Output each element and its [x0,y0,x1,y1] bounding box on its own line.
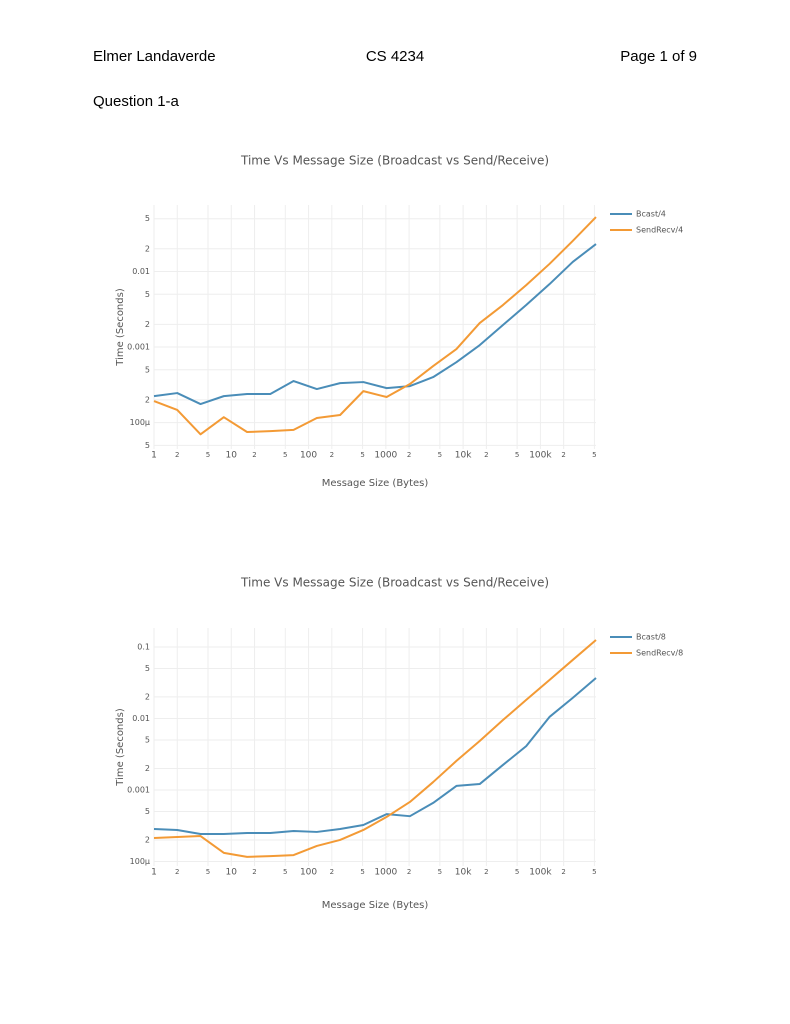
y-tick-label: 0.001 [127,785,150,794]
x-tick-label: 2 [561,451,565,459]
y-tick-label: 2 [145,835,150,844]
section-title: Question 1-a [93,93,179,110]
legend-label: SendRecv/8 [636,649,683,658]
y-tick-label: 2 [145,244,150,253]
x-axis-label: Message Size (Bytes) [322,900,429,911]
x-tick-label: 5 [515,451,519,459]
y-tick-label: 5 [145,290,150,299]
legend-label: Bcast/4 [636,210,666,219]
y-tick-label: 0.001 [127,343,150,352]
y-tick-label: 0.01 [132,267,150,276]
x-tick-label: 5 [360,451,364,459]
x-tick-label: 5 [592,868,596,876]
x-tick-label: 2 [561,868,565,876]
x-tick-label: 1000 [374,868,397,878]
x-tick-label: 5 [283,451,287,459]
y-tick-label: 2 [145,764,150,773]
header-right: Page 1 of 9 [620,48,697,65]
y-axis-label: Time (Seconds) [115,288,126,367]
series-line [153,677,597,836]
x-tick-label: 2 [484,868,488,876]
y-axis-label: Time (Seconds) [115,708,126,787]
x-tick-label: 2 [330,868,334,876]
x-tick-label: 2 [407,868,411,876]
y-tick-label: 5 [145,214,150,223]
x-tick-label: 2 [252,451,256,459]
x-tick-label: 5 [592,451,596,459]
x-tick-label: 5 [515,868,519,876]
series-line [153,216,597,436]
chart-title: Time Vs Message Size (Broadcast vs Send/… [240,576,549,590]
x-tick-label: 1 [151,451,157,461]
x-tick-label: 2 [252,868,256,876]
y-tick-label: 100μ [130,418,150,427]
x-axis-label: Message Size (Bytes) [322,478,429,489]
x-tick-label: 1000 [374,451,397,461]
y-tick-label: 5 [145,365,150,374]
series-line [153,243,597,406]
x-tick-label: 5 [438,451,442,459]
x-tick-label: 5 [206,451,210,459]
x-tick-label: 10k [455,868,472,878]
x-tick-label: 2 [407,451,411,459]
y-tick-label: 5 [145,441,150,450]
x-tick-label: 5 [438,868,442,876]
y-tick-label: 2 [145,395,150,404]
y-tick-label: 0.1 [137,642,150,651]
x-tick-label: 10 [226,451,238,461]
x-tick-label: 10 [226,868,238,878]
y-tick-label: 0.01 [132,714,150,723]
x-tick-label: 2 [175,868,179,876]
header-left: Elmer Landaverde [93,48,216,65]
y-tick-label: 5 [145,735,150,744]
y-tick-label: 5 [145,807,150,816]
y-tick-label: 2 [145,692,150,701]
x-tick-label: 5 [283,868,287,876]
x-tick-label: 5 [360,868,364,876]
header-center: CS 4234 [365,48,425,65]
x-tick-label: 1 [151,868,157,878]
chart: 100μ 2 5 0.001 2 5 0.01 2 5 0.1 1 2 5 10 2 5 100 2 5 1000 2 5… [115,576,683,912]
x-tick-label: 2 [330,451,334,459]
y-tick-label: 5 [145,664,150,673]
x-tick-label: 100k [529,451,552,461]
chart-title: Time Vs Message Size (Broadcast vs Send/… [240,154,549,168]
series-line [153,639,597,858]
x-tick-label: 100 [300,868,317,878]
x-tick-label: 5 [206,868,210,876]
x-tick-label: 100k [529,868,552,878]
x-tick-label: 100 [300,451,317,461]
x-tick-label: 2 [484,451,488,459]
legend-label: Bcast/8 [636,633,666,642]
x-tick-label: 2 [175,451,179,459]
y-tick-label: 100μ [130,857,150,866]
y-tick-label: 2 [145,320,150,329]
legend-label: SendRecv/4 [636,226,683,235]
x-tick-label: 10k [455,451,472,461]
